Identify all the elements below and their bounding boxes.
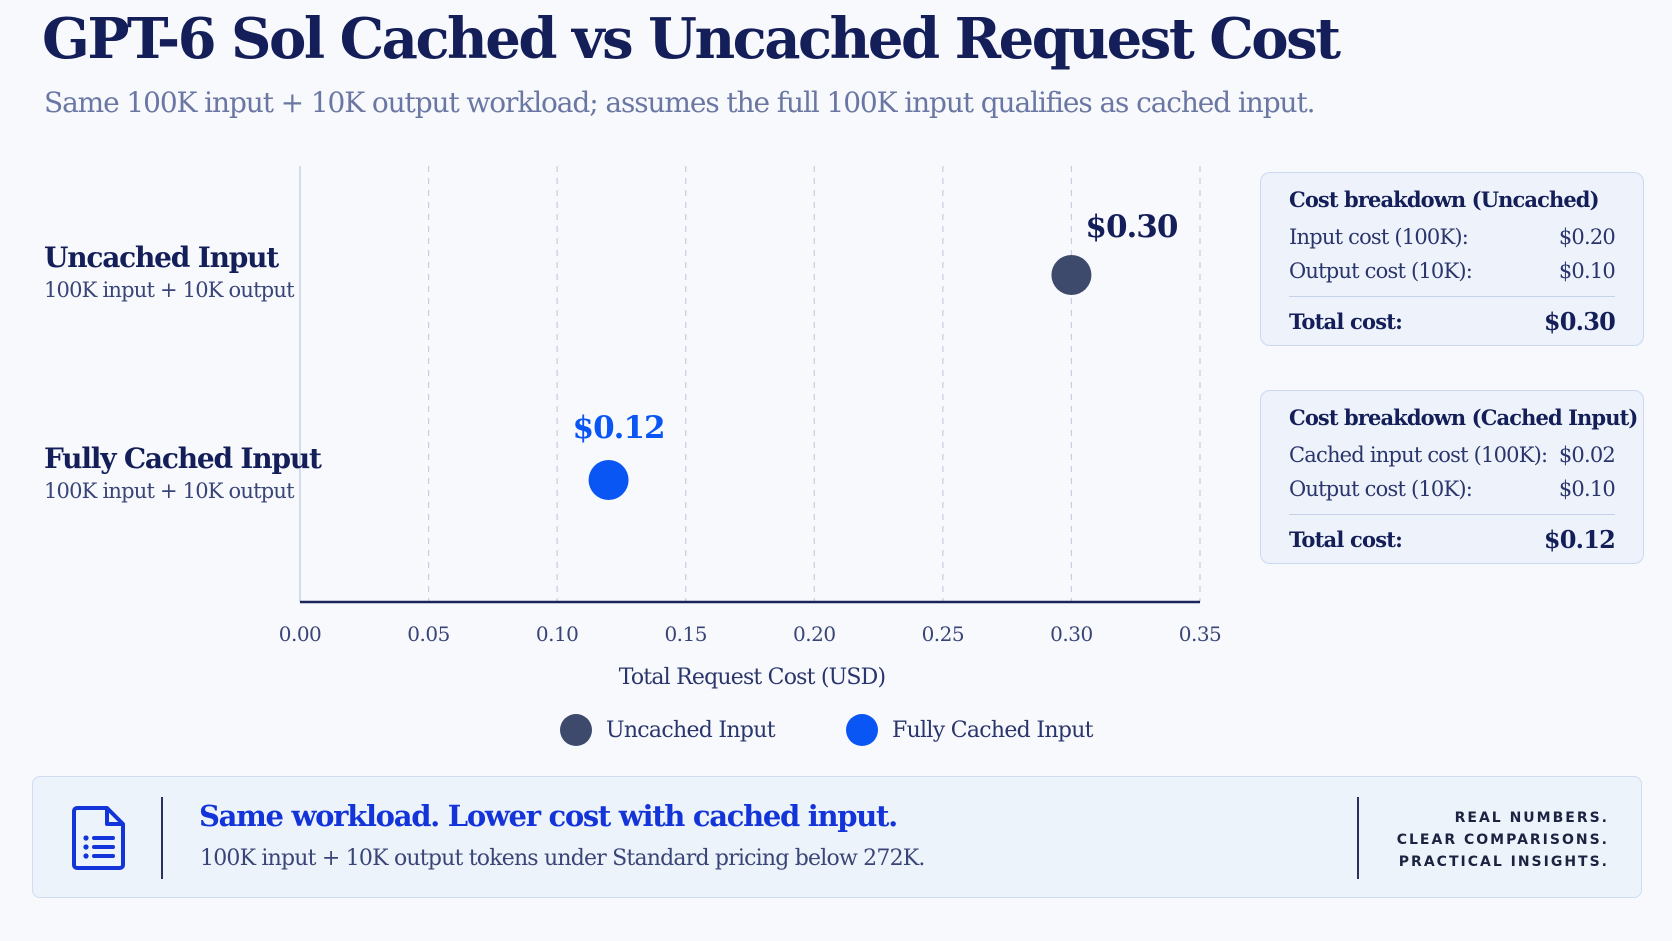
banner-divider — [161, 797, 163, 879]
summary-banner: Same workload. Lower cost with cached in… — [32, 776, 1642, 898]
x-tick-label: 0.10 — [536, 622, 579, 646]
total-value: $0.12 — [1543, 524, 1616, 554]
tagline-line: REAL NUMBERS. — [1454, 810, 1609, 826]
cost-row-value: $0.02 — [1558, 443, 1616, 467]
x-axis-title: Total Request Cost (USD) — [619, 665, 886, 690]
breakdown-card-uncached: Cost breakdown (Uncached) Input cost (10… — [1260, 172, 1644, 346]
cost-row: Output cost (10K): $0.10 — [1289, 254, 1616, 288]
category-label: Fully Cached Input — [44, 442, 322, 475]
tagline-line: PRACTICAL INSIGHTS. — [1398, 854, 1609, 870]
category-description: 100K input + 10K output — [44, 479, 295, 503]
cost-chart: 0.00 0.05 0.10 0.15 0.20 0.25 0.30 0.35 Total Re… — [279, 166, 1222, 690]
banner-divider — [1357, 797, 1359, 879]
x-tick-label: 0.00 — [279, 622, 322, 646]
cost-row-label: Input cost (100K): — [1289, 225, 1469, 249]
row-label-uncached: Uncached Input 100K input + 10K output — [44, 241, 295, 302]
cost-row-value: $0.20 — [1558, 225, 1616, 249]
cost-row-value: $0.10 — [1558, 477, 1616, 501]
legend-item-uncached: Uncached Input — [560, 714, 776, 746]
x-tick-label: 0.35 — [1179, 622, 1222, 646]
lollipop-dot — [588, 460, 629, 500]
card-heading: Cost breakdown (Cached Input) — [1289, 405, 1638, 430]
card-divider — [1289, 296, 1615, 297]
x-tick-label: 0.20 — [793, 622, 836, 646]
card-divider — [1289, 514, 1615, 515]
banner-tagline: REAL NUMBERS. CLEAR COMPARISONS. PRACTIC… — [1397, 807, 1609, 873]
total-label: Total cost: — [1289, 308, 1403, 334]
legend-item-cached: Fully Cached Input — [846, 714, 1094, 746]
cost-row: Input cost (100K): $0.20 — [1289, 220, 1616, 254]
x-tick-label: 0.05 — [407, 622, 450, 646]
page-title: GPT-6 Sol Cached vs Uncached Request Cos… — [42, 6, 1341, 72]
legend-swatch-uncached — [560, 714, 592, 746]
cost-row: Cached input cost (100K): $0.02 — [1289, 438, 1616, 472]
category-label: Uncached Input — [44, 241, 279, 274]
row-label-cached: Fully Cached Input 100K input + 10K outp… — [44, 442, 322, 503]
cost-row-value: $0.10 — [1558, 259, 1616, 283]
value-label: $0.30 — [1085, 209, 1178, 245]
document-list-icon — [69, 805, 129, 875]
cost-row-label: Output cost (10K): — [1289, 259, 1473, 283]
lollipop-dot — [1051, 255, 1092, 295]
total-row: Total cost: $0.12 — [1289, 515, 1616, 563]
cost-row: Output cost (10K): $0.10 — [1289, 472, 1616, 506]
total-value: $0.30 — [1543, 306, 1616, 336]
total-label: Total cost: — [1289, 526, 1403, 552]
total-row: Total cost: $0.30 — [1289, 297, 1616, 345]
legend-label: Fully Cached Input — [892, 717, 1094, 743]
legend-label: Uncached Input — [606, 717, 776, 743]
banner-headline: Same workload. Lower cost with cached in… — [199, 799, 898, 833]
breakdown-card-cached: Cost breakdown (Cached Input) Cached inp… — [1260, 390, 1644, 564]
banner-subtext: 100K input + 10K output tokens under Sta… — [200, 846, 925, 871]
value-label: $0.12 — [573, 410, 665, 446]
x-tick-label: 0.15 — [664, 622, 707, 646]
category-description: 100K input + 10K output — [44, 278, 295, 302]
page-subtitle: Same 100K input + 10K output workload; a… — [44, 86, 1316, 119]
tagline-line: CLEAR COMPARISONS. — [1396, 832, 1609, 848]
x-tick-label: 0.30 — [1050, 622, 1093, 646]
cost-row-label: Output cost (10K): — [1289, 477, 1473, 501]
cost-row-label: Cached input cost (100K): — [1289, 443, 1548, 467]
x-tick-label: 0.25 — [922, 622, 965, 646]
legend-swatch-cached — [846, 714, 878, 746]
card-heading: Cost breakdown (Uncached) — [1289, 187, 1600, 212]
